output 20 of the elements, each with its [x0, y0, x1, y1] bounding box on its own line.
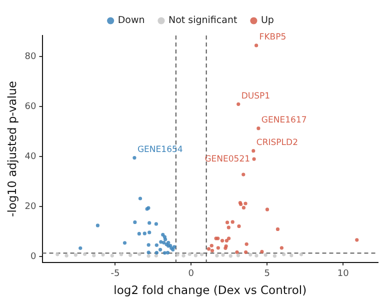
- annotation: FKBP5: [259, 32, 286, 43]
- legend-label: Not significant: [168, 15, 238, 26]
- x-axis-title: log2 fold change (Dex vs Control): [114, 283, 307, 298]
- y-tick-label: 40: [24, 152, 37, 162]
- annotation: DUSP1: [241, 91, 270, 102]
- y-tick-label: 0: [30, 252, 37, 262]
- legend-label: Up: [260, 15, 274, 26]
- annotation: GENE1654: [137, 145, 183, 156]
- x-tick-label: 5: [264, 269, 270, 280]
- y-tick-label: 20: [24, 202, 37, 212]
- y-tick-label: 80: [24, 52, 37, 62]
- annotation: CRISPLD2: [256, 138, 298, 148]
- annotation: GENE0521: [204, 154, 250, 164]
- annotation: GENE1617: [261, 116, 307, 126]
- x-tick-label: 10: [337, 269, 350, 280]
- legend-label: Down: [118, 15, 145, 26]
- x-tick-label: 0: [188, 269, 194, 280]
- y-tick-label: 60: [24, 102, 37, 112]
- x-tick-label: -5: [110, 269, 120, 280]
- y-axis-title: -log10 adjusted p-value: [4, 81, 19, 217]
